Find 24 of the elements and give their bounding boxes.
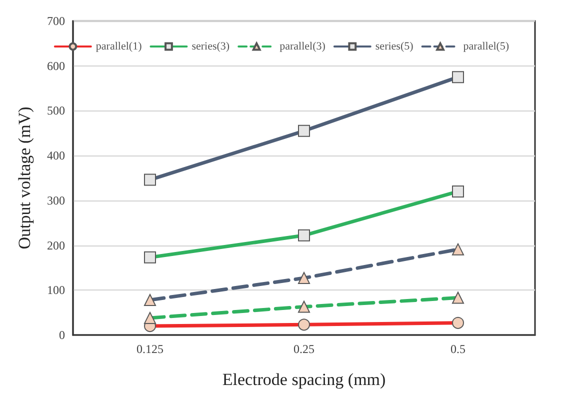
point: [452, 243, 464, 256]
y-tick-label: 400: [47, 148, 65, 163]
y-tick-label: 500: [47, 104, 65, 118]
y-tick-label: 700: [47, 14, 65, 28]
legend-label: series(3): [192, 40, 230, 52]
legend-label: parallel(3): [280, 40, 326, 52]
y-tick-label: 300: [47, 193, 65, 208]
x-tick-label: 0.5: [450, 342, 466, 356]
point: [144, 294, 156, 306]
y-tick-label: 600: [47, 58, 65, 73]
y-tick-label: 100: [47, 283, 65, 298]
x-tick-label: 0.125: [136, 342, 164, 356]
point: [452, 71, 464, 84]
point: [298, 124, 310, 137]
point: [144, 174, 156, 186]
y-tick-label: 0: [59, 328, 65, 342]
legend-label: parallel(1): [96, 40, 142, 52]
x-tick-label: 0.25: [294, 342, 314, 356]
legend-label: series(5): [375, 40, 414, 52]
legend-label: parallel(5): [463, 40, 510, 52]
y-axis-title: Output voltage (mV): [15, 106, 34, 250]
x-axis-title: Electrode spacing (mm): [222, 370, 386, 389]
point: [298, 272, 310, 284]
y-tick-label: 200: [47, 238, 65, 252]
